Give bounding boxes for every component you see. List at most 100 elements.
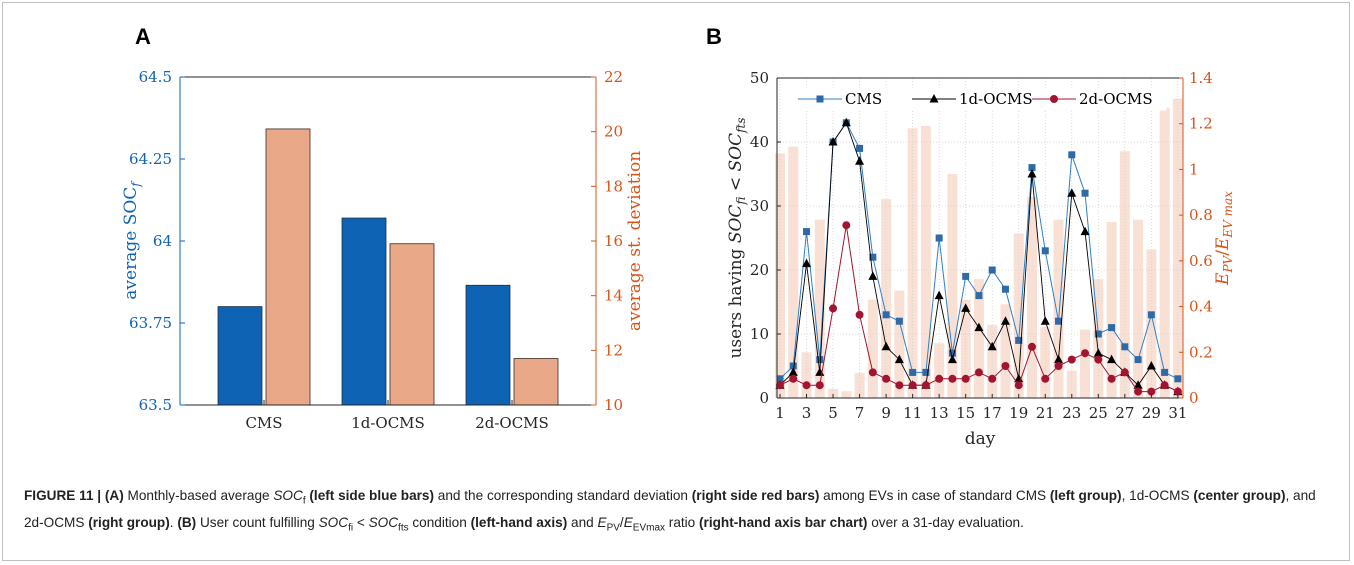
- pv-ratio-bar: [775, 153, 785, 398]
- y2-tick-label: 20: [604, 123, 623, 141]
- series-point-CMS: [962, 272, 970, 280]
- x-tick-label: 31: [1168, 404, 1187, 422]
- series-point-2d-OCMS: [1107, 374, 1116, 383]
- series-point-1d-OCMS: [934, 290, 944, 300]
- series-point-2d-OCMS: [842, 221, 851, 230]
- pv-ratio-bar: [1040, 327, 1051, 398]
- caption-text: condition: [408, 514, 471, 530]
- y-tick-label: 30: [750, 197, 769, 215]
- caption-part: (right side red bars): [691, 488, 820, 503]
- series-point-CMS: [789, 362, 797, 370]
- x-tick-label: 2d-OCMS: [475, 414, 549, 432]
- caption-e: E: [597, 514, 607, 530]
- avg-soc-bar: [217, 306, 263, 406]
- x-tick-label: 5: [828, 404, 838, 422]
- caption-soc-sub: fts: [398, 522, 409, 534]
- series-point-2d-OCMS: [921, 381, 930, 390]
- y-label-text: users having: [726, 243, 746, 358]
- caption-part: (left-hand axis): [470, 514, 568, 530]
- y-label-soc: SOC: [726, 205, 746, 244]
- x-tick-label: 9: [881, 404, 891, 422]
- x-tick-label: 7: [855, 404, 865, 422]
- std-dev-bar: [389, 243, 435, 406]
- caption-part: (A): [104, 488, 124, 503]
- caption-soc: SOC: [318, 514, 349, 530]
- series-point-1d-OCMS: [855, 156, 865, 165]
- caption-label: FIGURE 11 |: [24, 488, 105, 503]
- caption-e-sub: EVmax: [632, 522, 666, 534]
- caption-text: , 1d-OCMS: [1121, 488, 1194, 503]
- x-tick-label: 23: [1062, 404, 1081, 422]
- caption-text: Monthly-based average: [123, 488, 274, 503]
- y-label-sub: f: [129, 180, 143, 188]
- series-point-2d-OCMS: [1081, 349, 1090, 358]
- series-point-2d-OCMS: [948, 374, 957, 383]
- series-point-2d-OCMS: [988, 374, 997, 383]
- y-label-text: average SOC: [121, 187, 141, 300]
- pv-ratio-bar: [1106, 222, 1117, 398]
- pv-ratio-bar: [973, 279, 984, 398]
- series-point-2d-OCMS: [961, 374, 970, 383]
- panel-a-chart: 63.5 63.75 64 64.25 64.5 10 12 14 16 18 20 22 CMS 1d-…: [121, 68, 645, 432]
- panel-a-letter: A: [135, 24, 151, 49]
- pv-ratio-bar: [1119, 151, 1130, 398]
- series-point-1d-OCMS: [1107, 354, 1117, 364]
- y2-label-e: E: [1213, 272, 1233, 286]
- caption-part: (right group): [88, 514, 170, 530]
- caption-part: (B): [177, 514, 197, 530]
- y2-tick-label: 1.4: [1189, 69, 1213, 87]
- y2-tick-label: 22: [604, 68, 623, 86]
- series-point-CMS: [1108, 324, 1116, 332]
- y-tick-label: 63.75: [129, 314, 172, 332]
- series-point-2d-OCMS: [895, 381, 904, 390]
- pv-ratio-bar: [1146, 249, 1157, 398]
- figure-canvas: A B 63.563.756464.2564.510121416182022CM…: [121, 24, 1235, 449]
- caption-soc-sub: f: [302, 495, 306, 507]
- series-point-CMS: [1015, 336, 1023, 344]
- pv-ratio-bar: [1093, 279, 1104, 398]
- series-point-1d-OCMS: [961, 303, 971, 312]
- series-point-CMS: [1161, 368, 1169, 376]
- series-point-1d-OCMS: [1146, 361, 1156, 370]
- series-point-1d-OCMS: [1040, 316, 1050, 325]
- series-point-2d-OCMS: [802, 381, 811, 390]
- x-tick-label: 13: [930, 404, 949, 422]
- series-point-CMS: [1147, 311, 1155, 319]
- legend-box: [787, 87, 1167, 111]
- series-point-2d-OCMS: [1054, 362, 1063, 370]
- series-point-1d-OCMS: [1067, 188, 1077, 197]
- series-point-2d-OCMS: [868, 368, 877, 377]
- series-point-CMS: [1028, 164, 1036, 172]
- caption-text: /: [619, 514, 624, 530]
- legend-marker: [816, 95, 824, 103]
- series-point-2d-OCMS: [1041, 374, 1050, 383]
- figure-caption: FIGURE 11 | (A) Monthly-based average SO…: [24, 485, 1334, 538]
- series-point-1d-OCMS: [974, 322, 984, 332]
- caption-text: <: [353, 514, 369, 530]
- series-point-CMS: [975, 292, 983, 300]
- series-point-CMS: [869, 253, 877, 261]
- series-point-2d-OCMS: [1160, 381, 1169, 390]
- y2-label-slash: /: [1213, 250, 1233, 256]
- series-point-CMS: [856, 144, 864, 152]
- y2-tick-label: 18: [604, 177, 623, 195]
- series-point-CMS: [988, 266, 996, 274]
- y2-tick-label: 0: [1189, 389, 1199, 407]
- series-point-1d-OCMS: [1054, 354, 1064, 364]
- series-point-2d-OCMS: [1067, 355, 1076, 364]
- series-point-CMS: [1094, 330, 1102, 338]
- legend-label: CMS: [845, 90, 882, 108]
- y-axis-label: average SOCf: [121, 180, 143, 300]
- y2-tick-label: 12: [604, 341, 623, 359]
- panel-b-letter: B: [706, 24, 722, 49]
- y-label-soc: SOC: [726, 133, 746, 172]
- y2-axis-label: average st. deviation: [625, 151, 645, 331]
- series-point-CMS: [1001, 285, 1009, 293]
- y2-tick-label: 16: [604, 232, 623, 250]
- series-point-2d-OCMS: [855, 310, 864, 319]
- series-point-1d-OCMS: [987, 341, 997, 351]
- y2-tick-label: 0.2: [1189, 343, 1213, 361]
- pv-ratio-bar: [881, 199, 892, 398]
